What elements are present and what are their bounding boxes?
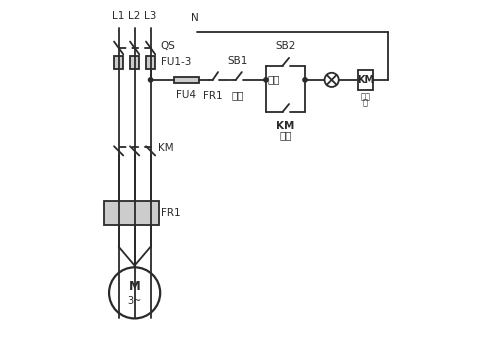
Text: 启动: 启动 — [268, 75, 280, 84]
Text: FR1: FR1 — [203, 91, 222, 100]
Text: 接触: 接触 — [360, 92, 370, 101]
Text: M: M — [129, 280, 140, 293]
Text: FU1-3: FU1-3 — [160, 57, 191, 67]
Text: 3~: 3~ — [128, 296, 142, 306]
Text: KM: KM — [357, 75, 374, 85]
Bar — [358, 70, 373, 90]
Circle shape — [148, 78, 152, 82]
Text: L1: L1 — [112, 11, 125, 21]
Text: FR1: FR1 — [161, 208, 181, 218]
Text: SB2: SB2 — [276, 42, 295, 51]
Circle shape — [264, 78, 268, 82]
Text: SB1: SB1 — [228, 56, 248, 66]
Bar — [130, 56, 139, 69]
Text: KM: KM — [158, 143, 174, 153]
Text: KM: KM — [276, 121, 294, 131]
Text: QS: QS — [160, 41, 176, 51]
Bar — [174, 77, 199, 83]
Circle shape — [303, 78, 307, 82]
Text: FU4: FU4 — [176, 90, 196, 100]
Text: 器: 器 — [363, 98, 368, 107]
Bar — [114, 56, 124, 69]
Text: 停止: 停止 — [232, 91, 244, 100]
Text: N: N — [191, 13, 199, 23]
Bar — [146, 56, 155, 69]
Bar — [104, 201, 160, 225]
Text: L3: L3 — [144, 11, 157, 21]
Text: L2: L2 — [128, 11, 141, 21]
Text: 常开: 常开 — [280, 130, 292, 140]
